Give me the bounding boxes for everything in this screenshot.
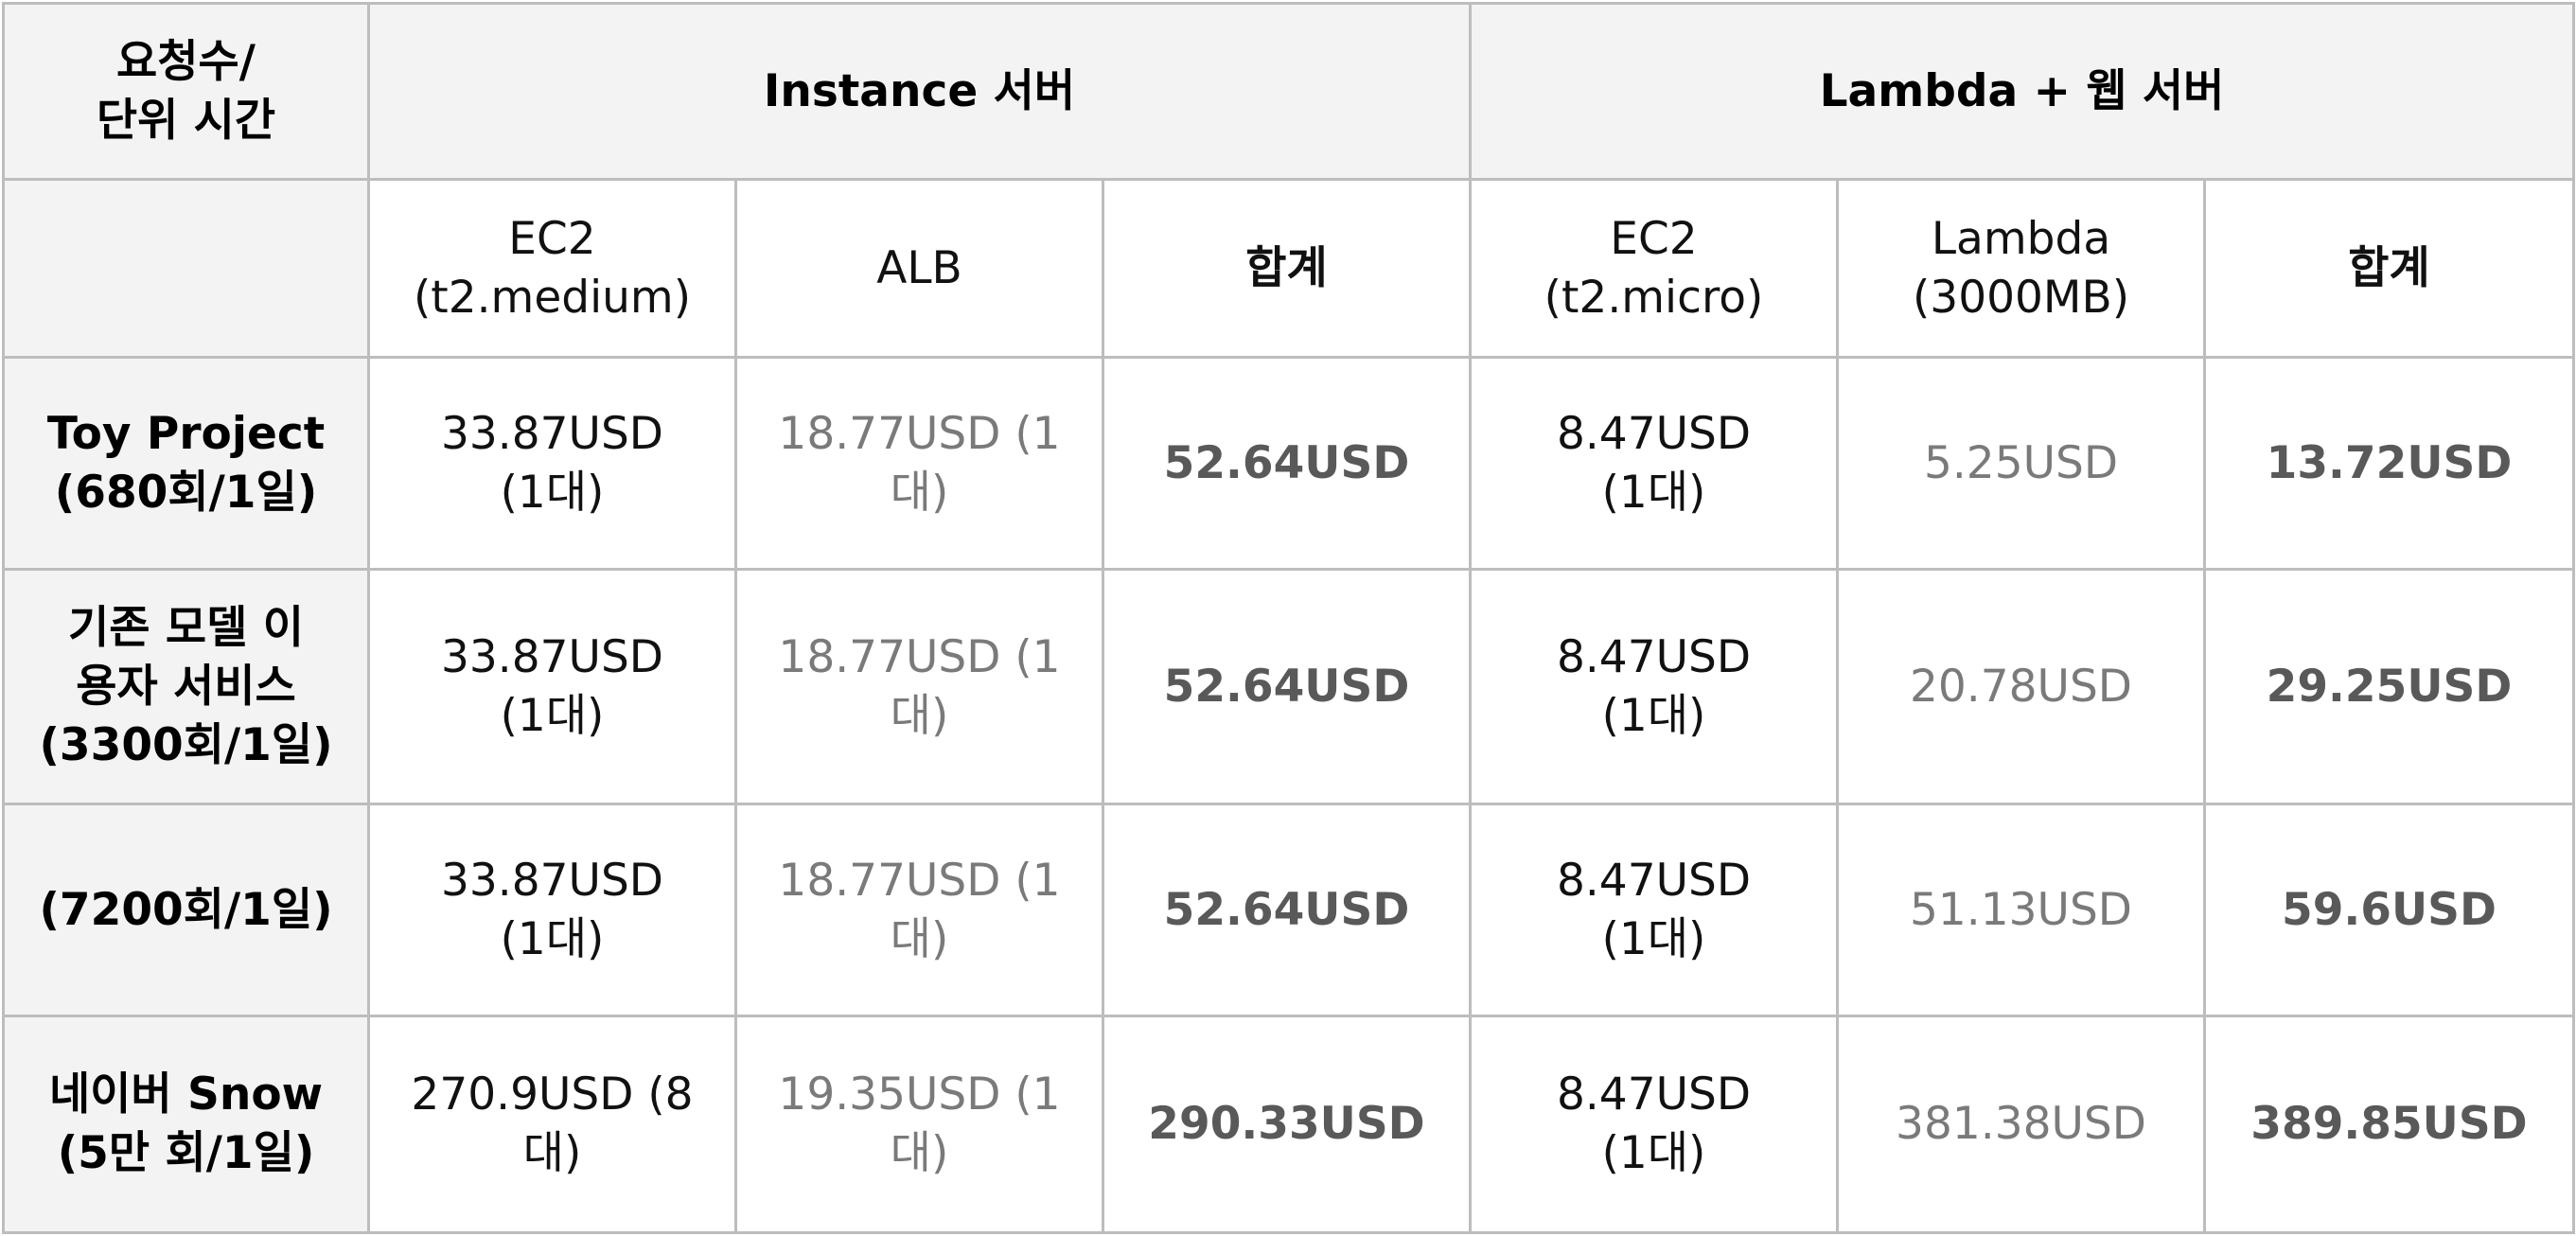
instance-group-label: Instance 서버 [763, 64, 1076, 117]
table-row: 네이버 Snow (5만 회/1일) 270.9USD (8 대) 19.35U… [2, 1015, 2576, 1234]
ec2-medium-header: EC2 (t2.medium) [367, 178, 737, 359]
ec2-medium-cell: 33.87USD (1대) [367, 568, 737, 805]
ec2-micro-cell: 8.47USD (1대) [1469, 803, 1839, 1017]
ec2-micro-cell: 8.47USD (1대) [1469, 1015, 1839, 1234]
ec2-micro-value: 8.47USD (1대) [1556, 630, 1752, 742]
alb-value: 18.77USD (1 대) [778, 407, 1061, 519]
ec2-micro-cell: 8.47USD (1대) [1469, 356, 1839, 571]
lambda-cell: 381.38USD [1836, 1015, 2206, 1234]
alb-header-label: ALB [876, 241, 962, 294]
lambda-group-header: Lambda + 웹 서버 [1468, 2, 2576, 181]
lambda-total-header-label: 합계 [2348, 241, 2430, 294]
row-label-text: 네이버 Snow (5만 회/1일) [48, 1068, 324, 1179]
ec2-medium-value: 33.87USD (1대) [441, 407, 663, 519]
alb-cell: 18.77USD (1 대) [734, 568, 1104, 805]
lambda-cell: 5.25USD [1836, 356, 2206, 571]
row-label: Toy Project (680회/1일) [2, 356, 370, 571]
ec2-micro-value: 8.47USD (1대) [1556, 407, 1752, 519]
ec2-medium-cell: 33.87USD (1대) [367, 356, 737, 571]
instance-total-header: 합계 [1102, 178, 1472, 359]
lambda-value: 5.25USD [1923, 436, 2119, 489]
lambda-total-cell: 29.25USD [2202, 568, 2576, 805]
row-label-text: Toy Project (680회/1일) [46, 407, 326, 519]
ec2-micro-value: 8.47USD (1대) [1556, 854, 1752, 965]
lambda-header-label: Lambda (3000MB) [1912, 212, 2130, 324]
instance-total-value: 52.64USD [1163, 660, 1410, 713]
corner-header: 요청수/ 단위 시간 [2, 2, 370, 181]
ec2-micro-value: 8.47USD (1대) [1556, 1068, 1752, 1179]
sub-header-row: EC2 (t2.medium) ALB 합계 EC2 (t2.micro) La… [2, 178, 2576, 359]
table-row: (7200회/1일) 33.87USD (1대) 18.77USD (1 대) … [2, 803, 2576, 1017]
instance-total-cell: 52.64USD [1102, 803, 1472, 1017]
lambda-cell: 51.13USD [1836, 803, 2206, 1017]
row-label: 네이버 Snow (5만 회/1일) [2, 1015, 370, 1234]
alb-value: 18.77USD (1 대) [778, 630, 1061, 742]
alb-value: 19.35USD (1 대) [778, 1068, 1061, 1179]
row-label-text: 기존 모델 이 용자 서비스 (3300회/1일) [39, 601, 333, 771]
group-header-row: 요청수/ 단위 시간 Instance 서버 Lambda + 웹 서버 [2, 2, 2576, 181]
instance-total-cell: 52.64USD [1102, 568, 1472, 805]
empty-header-cell [2, 178, 370, 359]
alb-header: ALB [734, 178, 1104, 359]
ec2-medium-value: 33.87USD (1대) [441, 854, 663, 965]
row-label-text: (7200회/1일) [39, 883, 333, 936]
lambda-total-header: 합계 [2202, 178, 2576, 359]
lambda-value: 381.38USD [1896, 1098, 2146, 1150]
lambda-group-label: Lambda + 웹 서버 [1819, 64, 2225, 117]
instance-total-cell: 290.33USD [1102, 1015, 1472, 1234]
alb-cell: 18.77USD (1 대) [734, 356, 1104, 571]
ec2-micro-cell: 8.47USD (1대) [1469, 568, 1839, 805]
ec2-medium-value: 270.9USD (8 대) [411, 1068, 694, 1179]
instance-total-cell: 52.64USD [1102, 356, 1472, 571]
row-label: 기존 모델 이 용자 서비스 (3300회/1일) [2, 568, 370, 805]
corner-header-label: 요청수/ 단위 시간 [96, 35, 276, 147]
lambda-total-value: 29.25USD [2266, 660, 2513, 713]
instance-total-value: 52.64USD [1163, 436, 1410, 489]
ec2-medium-cell: 270.9USD (8 대) [367, 1015, 737, 1234]
alb-cell: 18.77USD (1 대) [734, 803, 1104, 1017]
ec2-micro-header: EC2 (t2.micro) [1469, 178, 1839, 359]
lambda-value: 20.78USD [1910, 660, 2132, 713]
lambda-total-cell: 13.72USD [2202, 356, 2576, 571]
instance-total-value: 52.64USD [1163, 883, 1410, 936]
ec2-medium-header-label: EC2 (t2.medium) [413, 212, 692, 324]
lambda-total-cell: 59.6USD [2202, 803, 2576, 1017]
table-row: 기존 모델 이 용자 서비스 (3300회/1일) 33.87USD (1대) … [2, 568, 2576, 805]
ec2-medium-value: 33.87USD (1대) [441, 630, 663, 742]
lambda-value: 51.13USD [1910, 883, 2132, 936]
alb-cell: 19.35USD (1 대) [734, 1015, 1104, 1234]
instance-total-header-label: 합계 [1245, 241, 1328, 294]
ec2-medium-cell: 33.87USD (1대) [367, 803, 737, 1017]
row-label: (7200회/1일) [2, 803, 370, 1017]
ec2-micro-header-label: EC2 (t2.micro) [1544, 212, 1764, 324]
lambda-total-value: 59.6USD [2282, 883, 2497, 936]
instance-group-header: Instance 서버 [367, 2, 1472, 181]
lambda-cell: 20.78USD [1836, 568, 2206, 805]
lambda-total-value: 389.85USD [2250, 1098, 2528, 1150]
instance-total-value: 290.33USD [1148, 1098, 1425, 1150]
lambda-header: Lambda (3000MB) [1836, 178, 2206, 359]
lambda-total-value: 13.72USD [2266, 436, 2513, 489]
alb-value: 18.77USD (1 대) [778, 854, 1061, 965]
lambda-total-cell: 389.85USD [2202, 1015, 2576, 1234]
table-row: Toy Project (680회/1일) 33.87USD (1대) 18.7… [2, 356, 2576, 571]
